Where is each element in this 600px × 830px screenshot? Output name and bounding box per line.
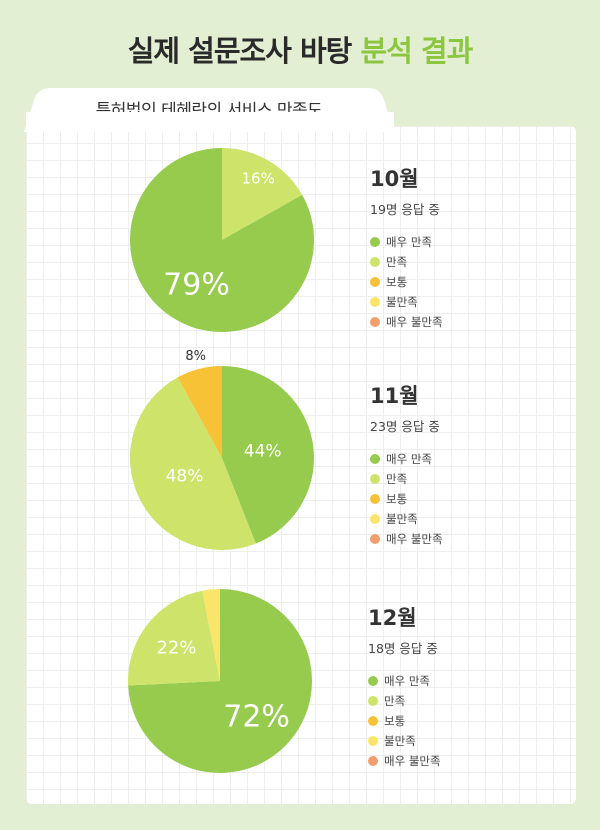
info-november: 11월 23명 응답 중 매우 만족 만족 보통 불만족 매우 불만족 bbox=[370, 380, 443, 549]
legend-dot bbox=[370, 297, 380, 307]
legend-item: 매우 불만족 bbox=[370, 312, 443, 332]
legend-dot bbox=[370, 454, 380, 464]
pie-slice-0 bbox=[130, 148, 315, 332]
legend-dot bbox=[370, 257, 380, 267]
slice-label: 22% bbox=[156, 638, 196, 659]
legend-label: 매우 만족 bbox=[386, 452, 432, 466]
month-label: 12월 bbox=[368, 606, 417, 630]
legend: 매우 만족 만족 보통 불만족 매우 불만족 bbox=[370, 449, 443, 549]
legend-dot bbox=[368, 736, 378, 746]
legend: 매우 만족 만족 보통 불만족 매우 불만족 bbox=[368, 671, 441, 771]
pie-chart-october: 16% 79% bbox=[130, 148, 315, 332]
legend-label: 만족 bbox=[386, 255, 408, 269]
pie-chart-november: 44% 48% 8% bbox=[129, 349, 315, 551]
legend-label: 만족 bbox=[386, 472, 408, 486]
legend-item: 불만족 bbox=[370, 292, 443, 312]
legend-label: 보통 bbox=[386, 492, 408, 506]
legend-dot bbox=[370, 237, 380, 247]
slice-label: 48% bbox=[166, 467, 204, 487]
legend-dot bbox=[368, 676, 378, 686]
month-label: 10월 bbox=[370, 167, 419, 191]
legend-item: 보통 bbox=[370, 272, 443, 292]
pie-slice-1 bbox=[128, 590, 220, 686]
slice-label: 8% bbox=[185, 349, 206, 364]
legend-label: 불만족 bbox=[386, 295, 418, 309]
legend-label: 보통 bbox=[386, 275, 408, 289]
legend-item: 불만족 bbox=[370, 509, 443, 529]
slice-label: 72% bbox=[223, 700, 290, 735]
legend-dot bbox=[368, 756, 378, 766]
legend-label: 보통 bbox=[384, 714, 406, 728]
legend-item: 매우 불만족 bbox=[368, 751, 441, 771]
legend-label: 매우 불만족 bbox=[386, 315, 443, 329]
pie-slice-3 bbox=[202, 589, 220, 681]
legend-item: 매우 만족 bbox=[370, 232, 443, 252]
pie-slice-0 bbox=[128, 589, 313, 773]
slice-label: 79% bbox=[163, 268, 230, 303]
tab-card-joint bbox=[26, 112, 394, 132]
title-main: 실제 설문조사 바탕 bbox=[127, 34, 353, 68]
legend: 매우 만족 만족 보통 불만족 매우 불만족 bbox=[370, 232, 443, 332]
legend-item: 만족 bbox=[370, 252, 443, 272]
legend-item: 만족 bbox=[368, 691, 441, 711]
legend-item: 만족 bbox=[370, 469, 443, 489]
legend-item: 매우 만족 bbox=[368, 671, 441, 691]
slice-label: 16% bbox=[242, 170, 275, 188]
legend-dot bbox=[368, 716, 378, 726]
response-count: 18명 응답 중 bbox=[368, 641, 438, 656]
legend-dot bbox=[370, 494, 380, 504]
pie-slice-2 bbox=[177, 366, 222, 458]
legend-item: 보통 bbox=[370, 489, 443, 509]
pie-slice-1 bbox=[222, 148, 303, 240]
legend-dot bbox=[368, 696, 378, 706]
pie-chart-december: 72% 22% bbox=[128, 589, 313, 773]
legend-item: 보통 bbox=[368, 711, 441, 731]
legend-label: 불만족 bbox=[384, 734, 416, 748]
legend-label: 매우 불만족 bbox=[384, 754, 441, 768]
legend-label: 만족 bbox=[384, 694, 406, 708]
info-october: 10월 19명 응답 중 매우 만족 만족 보통 불만족 매우 불만족 bbox=[370, 163, 443, 332]
response-count: 23명 응답 중 bbox=[370, 419, 440, 434]
legend-dot bbox=[370, 474, 380, 484]
legend-label: 매우 만족 bbox=[386, 235, 432, 249]
legend-item: 매우 만족 bbox=[370, 449, 443, 469]
legend-dot bbox=[370, 514, 380, 524]
response-count: 19명 응답 중 bbox=[370, 202, 440, 217]
legend-item: 불만족 bbox=[368, 731, 441, 751]
pie-slice-0 bbox=[222, 366, 315, 544]
pie-slice-1 bbox=[129, 377, 256, 551]
slice-label: 44% bbox=[244, 441, 282, 461]
legend-dot bbox=[370, 317, 380, 327]
month-label: 11월 bbox=[370, 384, 419, 408]
legend-label: 불만족 bbox=[386, 512, 418, 526]
legend-dot bbox=[370, 277, 380, 287]
legend-dot bbox=[370, 534, 380, 544]
page-title: 실제 설문조사 바탕 분석 결과 bbox=[0, 28, 600, 70]
title-accent: 분석 결과 bbox=[360, 34, 473, 68]
info-december: 12월 18명 응답 중 매우 만족 만족 보통 불만족 매우 불만족 bbox=[368, 602, 441, 771]
legend-item: 매우 불만족 bbox=[370, 529, 443, 549]
legend-label: 매우 만족 bbox=[384, 674, 430, 688]
legend-label: 매우 불만족 bbox=[386, 532, 443, 546]
